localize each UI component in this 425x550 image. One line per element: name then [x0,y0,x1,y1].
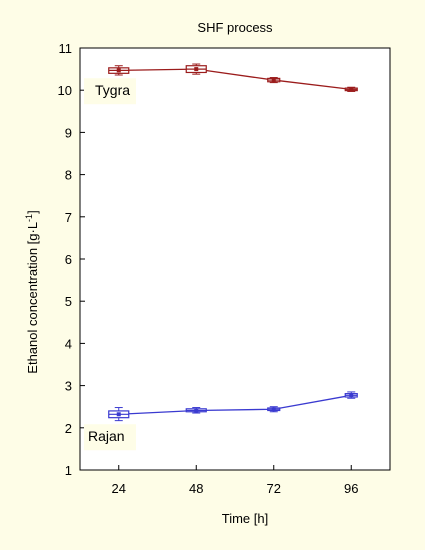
series-line [118,68,352,91]
x-tick-label: 48 [189,481,203,496]
data-point [271,407,276,412]
y-tick-label: 4 [65,336,72,351]
y-axis-title-main: Ethanol concentration [25,244,40,373]
series-label-rajan: Rajan [88,428,125,444]
y-tick-label: 7 [65,210,72,225]
data-point [116,68,121,73]
series-line [118,394,352,415]
y-axis: 1 2 3 4 5 6 7 8 9 10 11 [58,41,85,478]
y-tick-label: 2 [65,421,72,436]
y-tick-label: 5 [65,294,72,309]
y-tick-label: 3 [65,379,72,394]
y-tick-label: 10 [58,83,72,98]
y-tick-label: 8 [65,168,72,183]
chart-title: SHF process [197,20,273,35]
plot-area [79,47,391,471]
data-point [194,67,199,72]
series-layer: Tygra Rajan [84,63,358,451]
x-tick-label: 96 [344,481,358,496]
x-axis: 24 48 72 96 [112,465,358,496]
x-tick-label: 24 [112,481,126,496]
x-axis-title: Time [h] [222,511,268,526]
data-point [116,412,121,417]
y-axis-title: Ethanol concentration [g·L-1] [24,210,40,373]
y-tick-label: 1 [65,463,72,478]
data-point [349,87,354,92]
series-label-background [84,78,136,105]
y-axis-title-close: ] [25,210,40,214]
y-axis-title-exponent: -1 [24,214,34,222]
y-tick-label: 6 [65,252,72,267]
data-point [271,78,276,83]
series-tygra [108,63,358,92]
data-point [349,393,354,398]
series-label-background [84,424,136,451]
series-rajan [108,391,358,422]
series-label-tygra: Tygra [95,82,130,98]
x-tick-label: 72 [267,481,281,496]
data-point [194,408,199,413]
y-axis-title-unit: [g·L [25,222,40,244]
y-tick-label: 11 [59,41,73,56]
y-tick-label: 9 [65,125,72,140]
